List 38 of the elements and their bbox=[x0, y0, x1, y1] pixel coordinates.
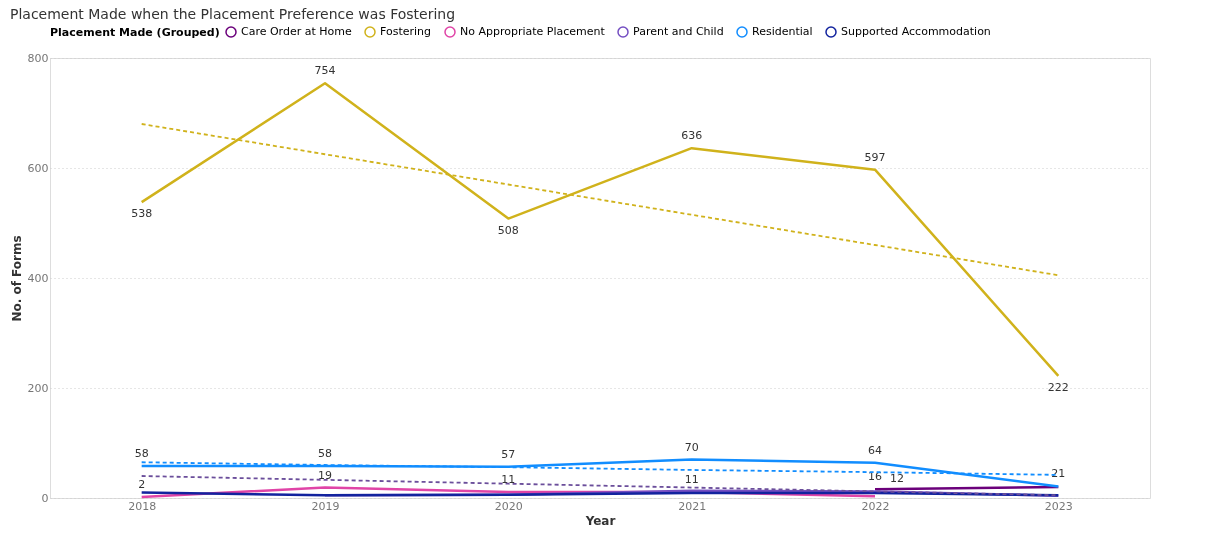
data-label: 538 bbox=[131, 207, 153, 221]
data-label: 597 bbox=[864, 150, 886, 164]
data-label: 754 bbox=[314, 64, 336, 78]
data-label: 58 bbox=[134, 447, 149, 461]
data-label: 636 bbox=[681, 129, 703, 143]
data-label: 57 bbox=[501, 447, 516, 461]
y-axis-title: No. of Forms bbox=[9, 235, 24, 322]
y-tick-label: 600 bbox=[27, 161, 49, 175]
legend-title: Placement Made (Grouped) bbox=[50, 26, 220, 39]
legend-label: Supported Accommodation bbox=[841, 25, 991, 38]
legend-label: Parent and Child bbox=[633, 25, 724, 38]
data-label: 11 bbox=[501, 472, 516, 486]
data-label: 19 bbox=[318, 468, 332, 482]
x-tick-label: 2018 bbox=[128, 499, 157, 513]
y-tick-label: 400 bbox=[27, 271, 49, 285]
y-tick-label: 800 bbox=[27, 51, 49, 65]
data-label: 222 bbox=[1047, 380, 1069, 394]
legend-label: Care Order at Home bbox=[241, 25, 352, 38]
y-tick-label: 200 bbox=[27, 381, 49, 395]
legend-label: Residential bbox=[752, 25, 813, 38]
x-tick-label: 2023 bbox=[1044, 499, 1073, 513]
data-label: 21 bbox=[1051, 467, 1066, 481]
legend-label: Fostering bbox=[380, 25, 432, 38]
chart-title: Placement Made when the Placement Preference was Fostering bbox=[10, 6, 456, 22]
data-label: 58 bbox=[318, 447, 332, 461]
data-label: 70 bbox=[684, 440, 699, 454]
data-label: 508 bbox=[497, 223, 519, 237]
legend-label: No Appropriate Placement bbox=[460, 25, 606, 38]
data-label: 64 bbox=[868, 443, 882, 457]
x-tick-label: 2021 bbox=[678, 499, 707, 513]
x-tick-label: 2020 bbox=[494, 499, 523, 513]
data-label: 11 bbox=[684, 472, 699, 486]
data-label: 12 bbox=[890, 472, 904, 486]
data-label: 2 bbox=[138, 477, 146, 491]
y-tick-label: 0 bbox=[41, 491, 49, 505]
x-axis-title: Year bbox=[584, 513, 616, 528]
x-tick-label: 2019 bbox=[311, 499, 340, 513]
x-tick-label: 2022 bbox=[861, 499, 890, 513]
